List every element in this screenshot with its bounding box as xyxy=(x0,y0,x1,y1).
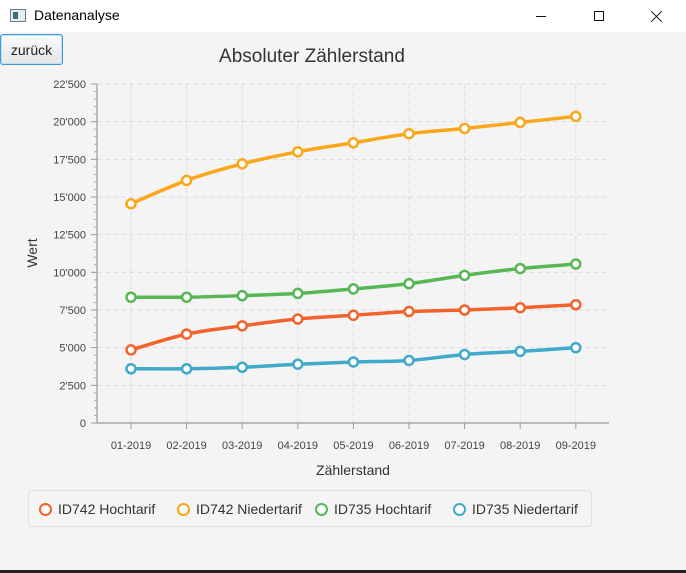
data-point xyxy=(292,313,304,325)
x-tick-label: 06-2019 xyxy=(389,440,429,452)
data-point xyxy=(570,341,582,354)
chart-title: Absoluter Zählerstand xyxy=(219,46,405,67)
data-point xyxy=(125,344,137,356)
maximize-button[interactable] xyxy=(576,0,622,32)
data-point xyxy=(180,174,193,187)
x-tick-label: 09-2019 xyxy=(556,440,596,452)
data-point xyxy=(292,287,304,300)
minimize-icon xyxy=(536,15,546,17)
legend-marker-icon xyxy=(39,502,52,516)
title-bar: Datenanalyse xyxy=(0,0,686,32)
y-tick-label: 22'500 xyxy=(53,79,86,91)
data-point xyxy=(180,363,193,375)
data-point xyxy=(292,358,304,370)
data-point xyxy=(125,198,137,210)
x-tick-label: 03-2019 xyxy=(222,440,262,452)
legend-label: ID735 Hochtarif xyxy=(334,501,432,517)
data-point xyxy=(570,110,582,123)
minimize-button[interactable] xyxy=(518,0,564,32)
data-point xyxy=(180,328,193,340)
data-point xyxy=(125,291,137,303)
data-point xyxy=(403,127,415,140)
data-point xyxy=(403,354,415,367)
data-point xyxy=(347,137,360,149)
data-point xyxy=(514,116,526,129)
legend-item-id735-niedertarif: ID735 Niedertarif xyxy=(453,501,578,517)
y-tick-label: 20'000 xyxy=(53,117,86,129)
data-point xyxy=(514,262,526,275)
back-button[interactable]: zurück xyxy=(0,34,63,65)
data-point xyxy=(236,361,248,374)
chart-legend: ID742 Hochtarif ID742 Niedertarif ID735 … xyxy=(28,490,592,527)
y-tick-label: 12'500 xyxy=(53,230,86,242)
legend-label: ID735 Niedertarif xyxy=(472,501,578,517)
data-point xyxy=(458,304,471,316)
y-axis-label: Wert xyxy=(24,238,40,267)
y-tick-label: 15'000 xyxy=(53,192,86,204)
data-point xyxy=(514,301,526,314)
data-point xyxy=(570,298,582,311)
data-point xyxy=(403,277,415,290)
legend-item-id735-hochtarif: ID735 Hochtarif xyxy=(315,501,431,517)
y-tick-label: 5'000 xyxy=(59,343,86,355)
legend-marker-icon xyxy=(315,502,328,516)
y-tick-label: 10'000 xyxy=(53,267,86,279)
data-point xyxy=(236,158,248,170)
maximize-icon xyxy=(594,11,604,21)
chart-axes: 0 2'500 5'000 7'500 10'000 12'500 15'000 17'500… xyxy=(53,79,609,452)
x-axis-label: Zählerstand xyxy=(316,462,390,478)
data-point xyxy=(570,258,582,270)
data-point xyxy=(514,345,526,358)
y-tick-label: 2'500 xyxy=(59,380,86,392)
x-tick-label: 08-2019 xyxy=(500,440,540,452)
data-point xyxy=(347,283,360,295)
app-icon xyxy=(10,9,26,22)
line-chart: Absoluter Zählerstand 0 2'500 5'000 7'500 10… xyxy=(24,46,609,478)
data-point xyxy=(403,305,415,318)
data-point xyxy=(125,363,137,375)
chart-grid xyxy=(97,83,609,423)
x-tick-label: 04-2019 xyxy=(278,440,318,452)
legend-label: ID742 Hochtarif xyxy=(58,501,156,517)
data-point xyxy=(347,356,360,368)
legend-marker-icon xyxy=(177,502,190,516)
legend-item-id742-niedertarif: ID742 Niedertarif xyxy=(177,501,302,517)
data-point xyxy=(458,269,471,282)
legend-label: ID742 Niedertarif xyxy=(196,501,302,517)
data-point xyxy=(458,122,471,135)
x-tick-label: 07-2019 xyxy=(444,440,484,452)
x-tick-label: 02-2019 xyxy=(166,440,206,452)
x-tick-label: 01-2019 xyxy=(111,440,151,452)
window-bottom-border xyxy=(0,570,686,573)
y-tick-label: 17'500 xyxy=(53,154,86,166)
y-tick-label: 7'500 xyxy=(59,305,86,317)
chart-series xyxy=(125,110,582,375)
data-point xyxy=(292,146,304,158)
data-point xyxy=(347,309,360,322)
window-title: Datenanalyse xyxy=(34,7,120,23)
legend-item-id742-hochtarif: ID742 Hochtarif xyxy=(39,501,155,517)
legend-marker-icon xyxy=(453,502,466,516)
data-point xyxy=(236,320,248,332)
data-point xyxy=(180,291,193,303)
x-tick-label: 05-2019 xyxy=(333,440,373,452)
data-point xyxy=(236,289,248,302)
data-point xyxy=(458,348,471,361)
y-tick-label: 0 xyxy=(80,418,86,430)
